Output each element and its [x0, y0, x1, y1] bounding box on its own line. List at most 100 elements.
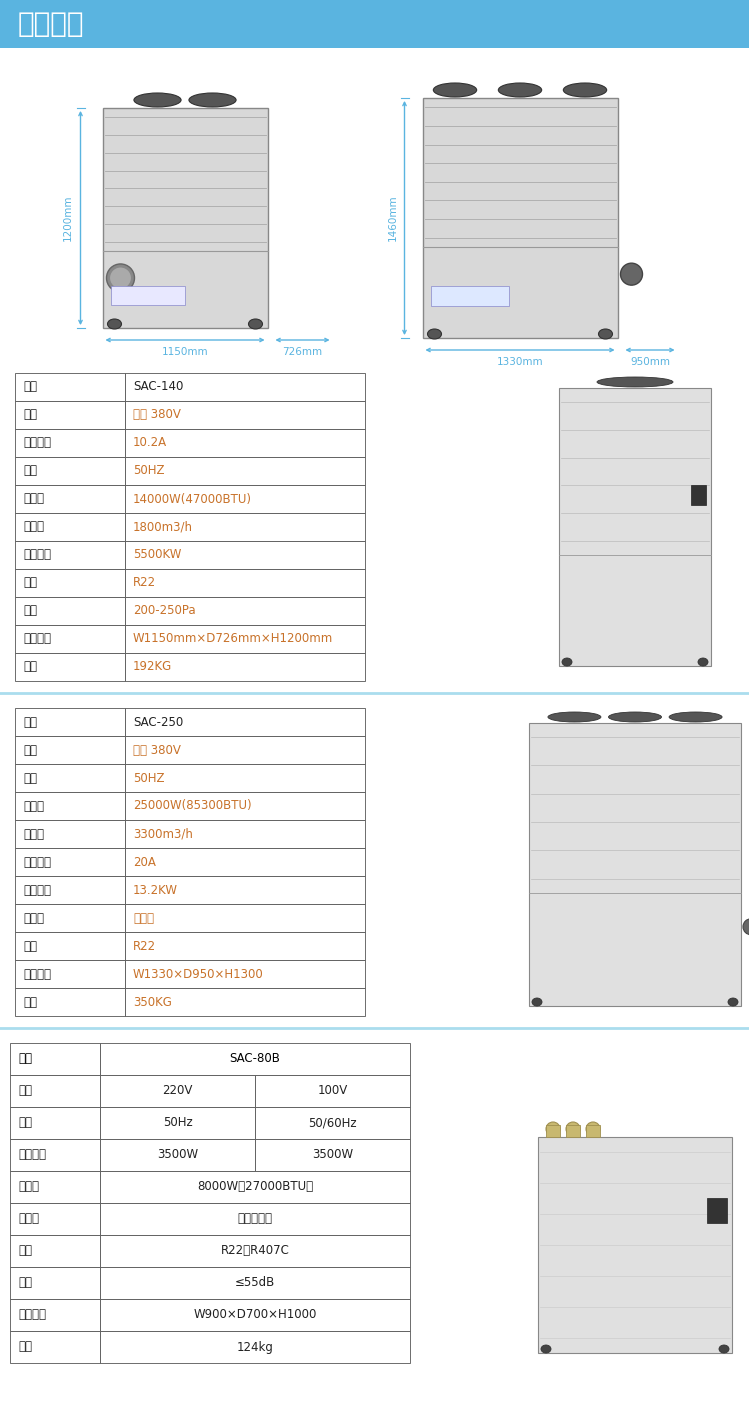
Ellipse shape: [620, 263, 643, 286]
Bar: [255, 1139, 410, 1171]
Ellipse shape: [728, 998, 738, 1006]
Bar: [125, 876, 365, 904]
Bar: [529, 723, 741, 1006]
Text: 220V: 220V: [163, 1084, 192, 1097]
Text: 冷媒: 冷媒: [18, 1244, 32, 1258]
Ellipse shape: [548, 712, 601, 722]
Text: 1330mm: 1330mm: [497, 357, 543, 367]
Bar: [100, 1299, 410, 1331]
Text: 型号: 型号: [23, 381, 37, 394]
Text: 50/60Hz: 50/60Hz: [308, 1117, 357, 1129]
Ellipse shape: [249, 319, 262, 329]
Text: 压缩机: 压缩机: [18, 1212, 39, 1226]
Text: 3500W: 3500W: [157, 1149, 198, 1161]
Text: 外形尺寸: 外形尺寸: [23, 968, 51, 981]
Text: 726mm: 726mm: [282, 347, 323, 357]
Ellipse shape: [563, 83, 607, 97]
Bar: [586, 1125, 600, 1138]
Bar: [15, 541, 125, 569]
Text: 8000W（27000BTU）: 8000W（27000BTU）: [197, 1181, 313, 1194]
Bar: [15, 848, 125, 876]
Ellipse shape: [541, 1345, 551, 1353]
Bar: [100, 1203, 410, 1236]
Bar: [125, 625, 365, 653]
Ellipse shape: [106, 263, 135, 291]
Bar: [100, 1042, 410, 1075]
Text: 封闭旋转式: 封闭旋转式: [237, 1212, 273, 1226]
Text: 外形尺寸: 外形尺寸: [18, 1309, 46, 1321]
Text: 额定电流: 额定电流: [23, 437, 51, 450]
Bar: [15, 513, 125, 541]
Text: R22: R22: [133, 576, 156, 590]
Text: 1150mm: 1150mm: [162, 347, 208, 357]
Bar: [100, 1139, 255, 1171]
Bar: [15, 429, 125, 457]
Text: 频率: 频率: [23, 772, 37, 785]
Bar: [125, 569, 365, 597]
Bar: [15, 764, 125, 792]
Bar: [125, 848, 365, 876]
Text: W1330×D950×H1300: W1330×D950×H1300: [133, 968, 264, 981]
Bar: [546, 1125, 560, 1138]
Text: 3300m3/h: 3300m3/h: [133, 828, 193, 841]
Bar: [15, 708, 125, 736]
Text: 350KG: 350KG: [133, 996, 172, 1009]
Text: 1460mm: 1460mm: [387, 195, 398, 241]
Text: 制冷量: 制冷量: [18, 1181, 39, 1194]
Bar: [125, 401, 365, 429]
Bar: [15, 457, 125, 485]
Bar: [255, 1075, 410, 1107]
Bar: [100, 1107, 255, 1139]
Ellipse shape: [134, 92, 181, 106]
Text: 重量: 重量: [23, 660, 37, 674]
Text: 冷媒: 冷媒: [23, 576, 37, 590]
Bar: [15, 653, 125, 681]
Bar: [10, 1139, 100, 1171]
Ellipse shape: [532, 998, 542, 1006]
Text: 5500KW: 5500KW: [133, 549, 181, 562]
Ellipse shape: [546, 1122, 560, 1136]
Text: 50Hz: 50Hz: [163, 1117, 192, 1129]
Bar: [125, 764, 365, 792]
Bar: [10, 1042, 100, 1075]
Bar: [125, 792, 365, 820]
Text: 冷媒: 冷媒: [23, 940, 37, 953]
Bar: [125, 373, 365, 401]
Text: 输入功率: 输入功率: [23, 884, 51, 897]
Text: R22: R22: [133, 940, 156, 953]
Ellipse shape: [598, 329, 613, 339]
Ellipse shape: [189, 92, 236, 106]
Text: 124kg: 124kg: [237, 1341, 273, 1353]
Bar: [10, 1171, 100, 1203]
Ellipse shape: [669, 712, 722, 722]
Text: SAC-250: SAC-250: [133, 716, 184, 729]
Ellipse shape: [597, 377, 673, 387]
Bar: [15, 569, 125, 597]
Bar: [125, 708, 365, 736]
Bar: [255, 1107, 410, 1139]
Text: 三相 380V: 三相 380V: [133, 744, 181, 757]
Bar: [100, 1331, 410, 1363]
Text: 制冷量: 制冷量: [23, 493, 44, 506]
Ellipse shape: [562, 658, 572, 665]
Bar: [15, 988, 125, 1016]
Bar: [15, 820, 125, 848]
Text: 输入功率: 输入功率: [18, 1149, 46, 1161]
Text: 外形尺寸: 外形尺寸: [23, 632, 51, 646]
Ellipse shape: [428, 329, 441, 339]
Bar: [125, 932, 365, 960]
Bar: [422, 98, 617, 338]
Bar: [15, 792, 125, 820]
Text: W900×D700×H1000: W900×D700×H1000: [193, 1309, 317, 1321]
Text: 950mm: 950mm: [630, 357, 670, 367]
Bar: [15, 597, 125, 625]
Bar: [125, 988, 365, 1016]
Bar: [15, 904, 125, 932]
Bar: [15, 401, 125, 429]
Text: 输入电流: 输入电流: [23, 856, 51, 869]
Bar: [691, 485, 706, 504]
Text: 电源: 电源: [23, 409, 37, 422]
Bar: [125, 541, 365, 569]
Bar: [10, 1331, 100, 1363]
Text: 电源: 电源: [23, 744, 37, 757]
